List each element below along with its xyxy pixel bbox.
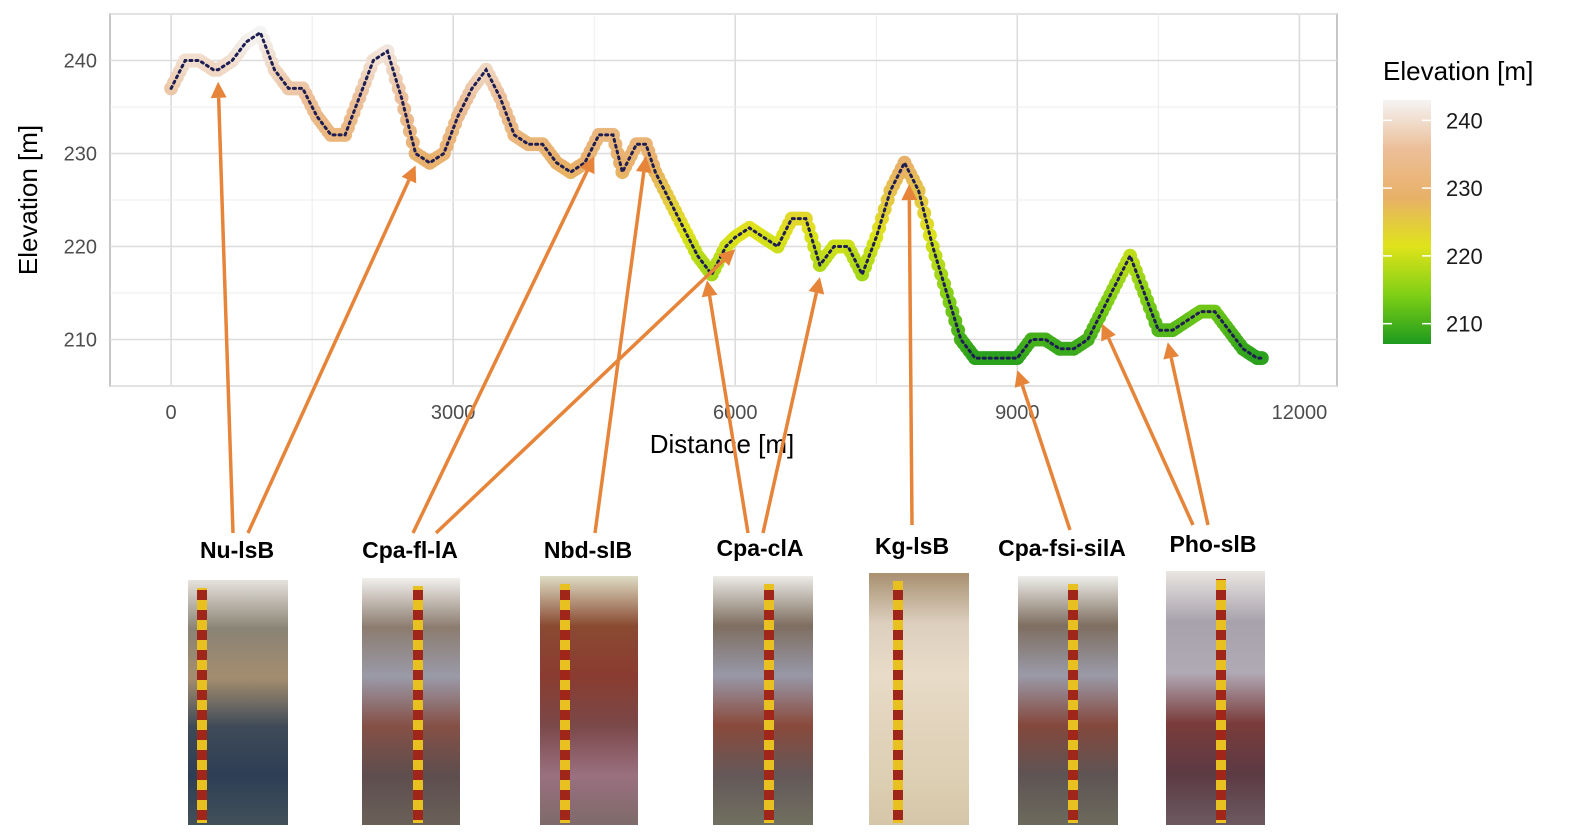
annotation-arrow [593,171,646,534]
soil-profile: Nbd-slB [540,537,638,825]
soil-profile-photo [869,573,969,825]
legend-tick-label: 240 [1446,108,1483,133]
soil-profile: Pho-slB [1166,531,1265,825]
measuring-ruler [560,584,570,823]
soil-profile: Cpa-fsi-silA [998,535,1126,825]
measuring-ruler [1068,584,1078,823]
legend-tick-label: 230 [1446,176,1483,201]
measuring-ruler [197,588,207,823]
annotation-arrows [210,81,1210,535]
legend-tick-label: 220 [1446,244,1483,269]
annotation-arrow [761,292,819,534]
soil-profile-photo [540,576,638,825]
soil-profile-photo [1166,571,1265,825]
annotation-arrow [411,169,589,534]
annotation-arrowhead [701,280,718,298]
elevation-point [922,228,937,243]
annotation-arrowhead [808,277,825,295]
elevation-series [164,25,1269,366]
soil-profile-label: Nu-lsB [200,537,274,563]
measuring-ruler [764,584,774,823]
annotation-arrow [907,200,914,526]
annotation-arrow [707,295,750,534]
x-axis-title: Distance [m] [650,429,795,459]
y-axis-title: Elevation [m] [13,125,43,275]
annotation-arrowhead [1163,342,1179,360]
y-tick-label: 220 [64,237,97,259]
measuring-ruler [413,586,423,823]
soil-profile-photo [713,576,813,825]
soil-profile: Cpa-clA [713,535,813,825]
soil-profile: Kg-lsB [869,533,969,825]
y-tick-label: 240 [64,51,97,73]
annotation-arrowhead [901,184,918,201]
legend-colorbar [1383,100,1431,344]
annotation-arrowhead [210,81,227,99]
y-axis-ticks: 210 220 230 240 [64,51,97,352]
legend-ticks: 210 220 230 240 [1383,108,1483,337]
legend-title: Elevation [m] [1383,56,1533,86]
soil-profile-label: Cpa-fl-lA [362,537,458,563]
measuring-ruler [893,581,903,823]
annotation-arrowhead [580,156,595,175]
soil-profile-label: Pho-slB [1170,531,1257,557]
annotation-arrowhead [635,156,652,174]
soil-profile-photo [362,578,460,825]
y-tick-label: 210 [64,330,97,352]
annotation-arrow [1020,384,1072,531]
measuring-ruler [1216,579,1226,823]
annotation-arrow [434,258,725,535]
soil-profile-label: Cpa-fsi-silA [998,535,1126,561]
y-tick-label: 230 [64,144,97,166]
x-axis-ticks: 0 3000 6000 9000 12000 [166,402,1328,424]
soil-profiles: Nu-lsB Cpa-fl-lA Nbd-slB Cpa-clA Kg-lsB Cpa-f… [188,531,1265,825]
plot-panel [109,13,1338,387]
annotation-arrowhead [1014,370,1030,388]
x-tick-label: 0 [166,402,177,424]
annotation-arrow [1169,357,1210,526]
annotation-arrowhead [1101,323,1116,342]
annotation-arrow [1106,337,1195,526]
annotation-arrowhead [401,165,417,184]
x-tick-label: 12000 [1272,402,1328,424]
legend: Elevation [m] 210 220 230 240 [1383,56,1533,344]
soil-profile-label: Nbd-slB [544,537,632,563]
x-tick-label: 6000 [713,402,758,424]
annotation-arrowhead [718,249,736,266]
elevation-line [169,30,1264,360]
soil-profile-label: Cpa-clA [717,535,804,561]
legend-tick-label: 210 [1446,312,1483,337]
soil-profile: Nu-lsB [188,537,288,825]
annotation-arrow [216,97,235,534]
x-tick-label: 3000 [431,402,476,424]
soil-profile-label: Kg-lsB [875,533,949,559]
annotation-arrow [246,179,411,534]
elevation-point [920,217,935,232]
soil-profile: Cpa-fl-lA [362,537,460,825]
